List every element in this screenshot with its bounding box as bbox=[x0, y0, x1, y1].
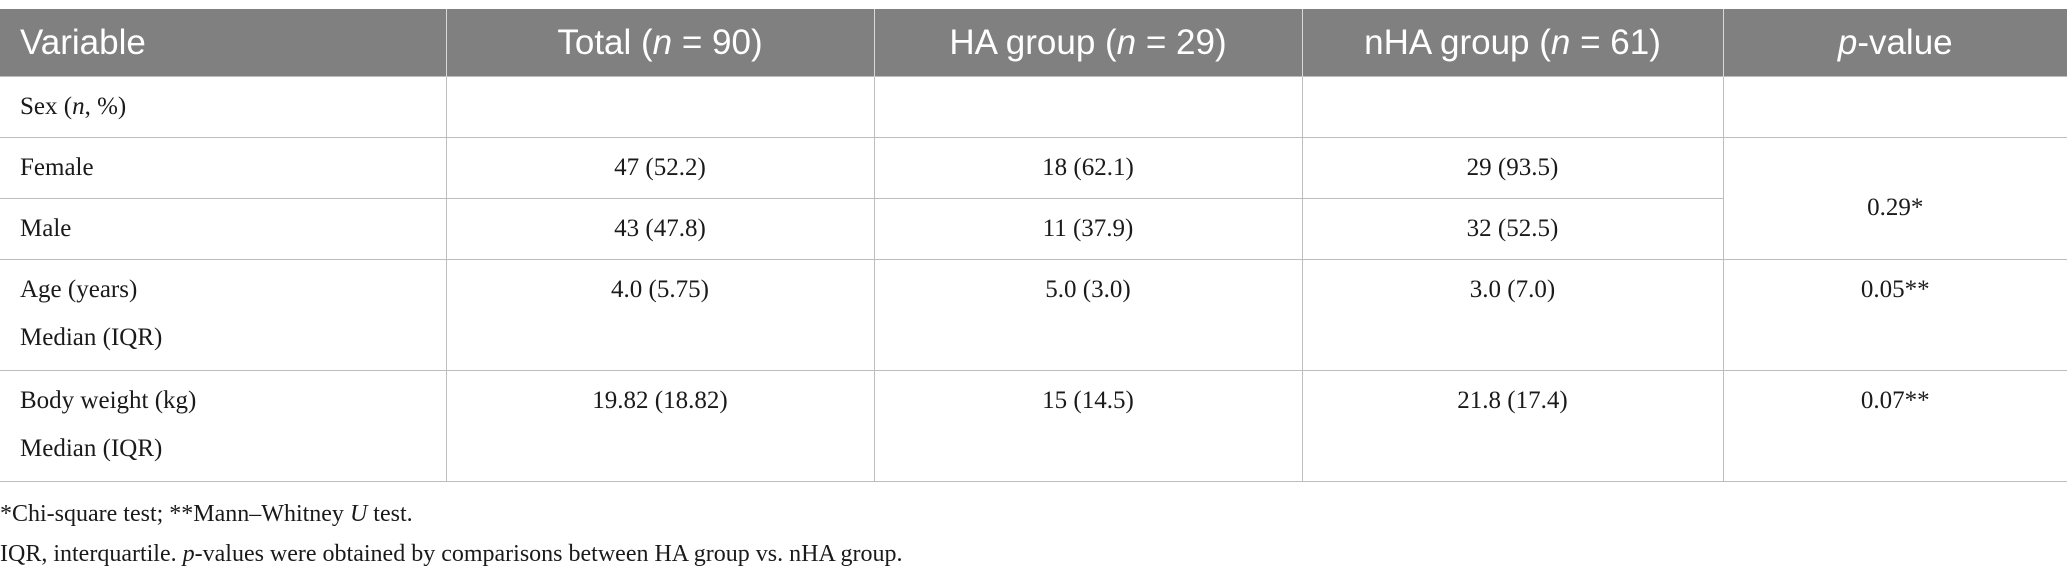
cell-male-nha: 32 (52.5) bbox=[1301, 198, 1723, 260]
cell-male-label: Male bbox=[0, 198, 446, 260]
cell-sex-pvalue: 0.29* bbox=[1722, 137, 2067, 260]
cell-male-ha: 11 (37.9) bbox=[873, 198, 1302, 260]
cell-female-ha: 18 (62.1) bbox=[873, 137, 1302, 199]
table-row-sex: Sex (n, %) bbox=[0, 76, 2067, 138]
cell-age-ha: 5.0 (3.0) bbox=[873, 259, 1302, 371]
footnote-abbreviations: IQR, interquartile. p-values were obtain… bbox=[0, 541, 903, 567]
cell-weight-nha: 21.8 (17.4) bbox=[1301, 370, 1723, 482]
table-footnotes: *Chi-square test; **Mann–Whitney U test.… bbox=[0, 494, 902, 574]
data-table: Variable Total (n = 90) HA group (n = 29… bbox=[0, 9, 2067, 482]
cell-sex-label: Sex (n, %) bbox=[0, 76, 446, 138]
header-total: Total (n = 90) bbox=[445, 9, 874, 77]
cell-female-total: 47 (52.2) bbox=[445, 137, 874, 199]
cell-age-total: 4.0 (5.75) bbox=[445, 259, 874, 371]
cell-empty bbox=[873, 76, 1302, 138]
cell-age-nha: 3.0 (7.0) bbox=[1301, 259, 1723, 371]
cell-empty bbox=[1301, 76, 1723, 138]
table-row-male: Male 43 (47.8) 11 (37.9) 32 (52.5) bbox=[0, 198, 2067, 260]
footnote-tests: *Chi-square test; **Mann–Whitney U test. bbox=[0, 501, 413, 527]
cell-weight-ha: 15 (14.5) bbox=[873, 370, 1302, 482]
cell-empty bbox=[1722, 76, 2067, 138]
header-p-value: p-value bbox=[1722, 9, 2067, 77]
table-row-weight: Body weight (kg) Median (IQR) 19.82 (18.… bbox=[0, 370, 2067, 482]
table-header-row: Variable Total (n = 90) HA group (n = 29… bbox=[0, 9, 2067, 77]
cell-age-label: Age (years) Median (IQR) bbox=[0, 259, 446, 371]
cell-weight-pvalue: 0.07** bbox=[1722, 370, 2067, 482]
cell-age-pvalue: 0.05** bbox=[1722, 259, 2067, 371]
header-nha-group: nHA group (n = 61) bbox=[1301, 9, 1723, 77]
data-table-container: Variable Total (n = 90) HA group (n = 29… bbox=[0, 9, 2067, 482]
table-row-age: Age (years) Median (IQR) 4.0 (5.75) 5.0 … bbox=[0, 259, 2067, 371]
cell-weight-label: Body weight (kg) Median (IQR) bbox=[0, 370, 446, 482]
cell-female-nha: 29 (93.5) bbox=[1301, 137, 1723, 199]
table-row-female: Female 47 (52.2) 18 (62.1) 29 (93.5) 0.2… bbox=[0, 137, 2067, 260]
cell-female-label: Female bbox=[0, 137, 446, 199]
cell-male-total: 43 (47.8) bbox=[445, 198, 874, 260]
header-variable: Variable bbox=[0, 9, 446, 77]
cell-weight-total: 19.82 (18.82) bbox=[445, 370, 874, 482]
header-ha-group: HA group (n = 29) bbox=[873, 9, 1302, 77]
cell-empty bbox=[445, 76, 874, 138]
